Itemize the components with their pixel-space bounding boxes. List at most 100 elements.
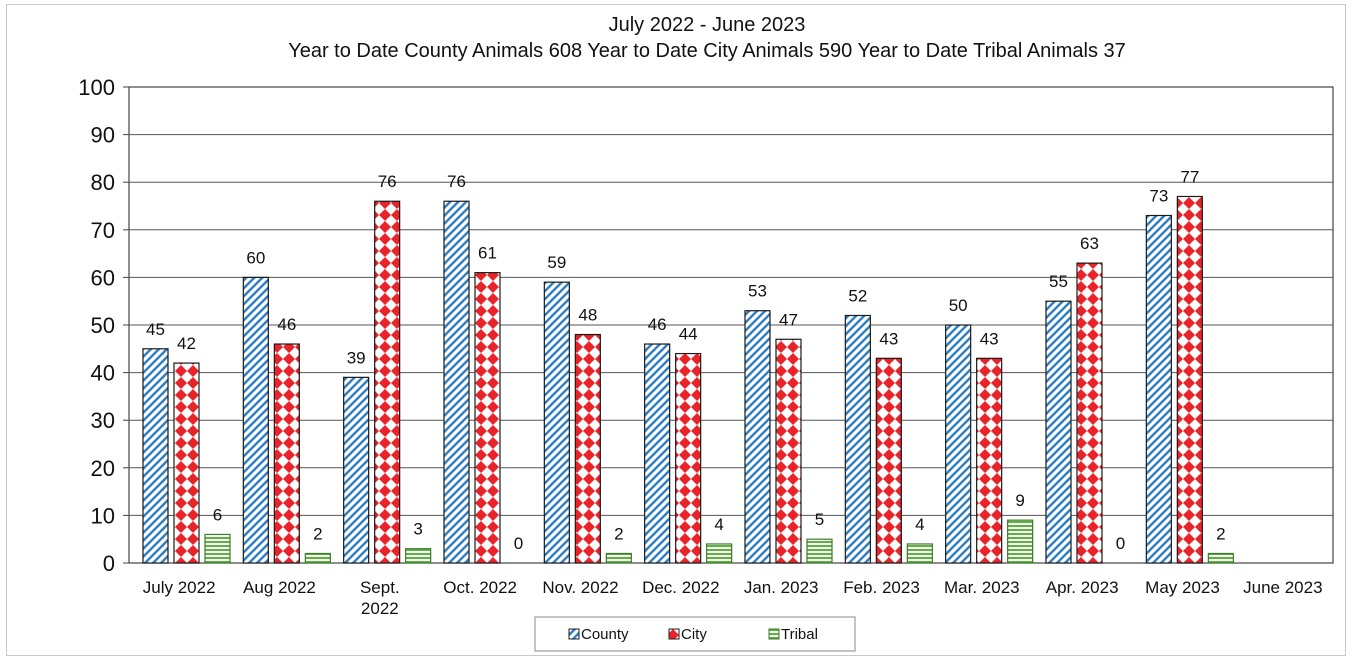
data-label-tribal: 0 <box>514 534 523 553</box>
bar-county <box>543 281 570 564</box>
data-label-tribal: 3 <box>413 520 422 539</box>
data-label-tribal: 2 <box>1216 524 1225 543</box>
data-label-tribal: 9 <box>1015 491 1024 510</box>
y-tick-label: 40 <box>91 361 115 386</box>
bar-city <box>675 352 702 564</box>
bar-tribal <box>1207 552 1234 564</box>
y-tick-label: 20 <box>91 456 115 481</box>
y-tick-label: 0 <box>103 551 115 576</box>
data-label-city: 77 <box>1180 167 1199 186</box>
bar-city <box>374 200 401 564</box>
chart-title-line: Year to Date County Animals 608 Year to … <box>288 40 1126 62</box>
x-tick-label: July 2022 <box>143 578 216 597</box>
bar-city <box>474 272 501 564</box>
legend-swatch-county <box>568 628 580 640</box>
legend-swatch-tribal <box>768 628 780 640</box>
bar-city <box>1176 195 1203 564</box>
x-tick-label: June 2023 <box>1243 578 1322 597</box>
y-tick-label: 70 <box>91 218 115 243</box>
bar-city <box>273 343 300 564</box>
data-label-tribal: 2 <box>614 524 623 543</box>
y-tick-label: 50 <box>91 313 115 338</box>
data-label-county: 59 <box>547 253 566 272</box>
bar-county <box>744 310 771 564</box>
data-label-county: 76 <box>447 172 466 191</box>
chart-frame: July 2022 - June 2023 Year to Date County… <box>6 4 1346 656</box>
bar-county <box>844 314 871 564</box>
bar-tribal <box>204 533 231 564</box>
data-label-tribal: 6 <box>213 505 222 524</box>
data-label-city: 63 <box>1080 234 1099 253</box>
data-label-city: 47 <box>779 310 798 329</box>
gridlines <box>128 86 1334 564</box>
data-label-county: 45 <box>146 320 165 339</box>
legend: County City Tribal <box>534 616 856 652</box>
data-label-tribal: 4 <box>915 515 924 534</box>
bar-tribal <box>906 543 933 564</box>
data-label-city: 42 <box>177 334 196 353</box>
y-tick-label: 30 <box>91 408 115 433</box>
bar-city <box>1076 262 1103 564</box>
data-label-city: 61 <box>478 244 497 263</box>
legend-box <box>534 616 856 652</box>
x-tick-label: Oct. 2022 <box>443 578 517 597</box>
bars <box>142 195 1234 564</box>
data-labels: 4542660462397637661059482464445347552434… <box>146 167 1226 553</box>
bar-county <box>644 343 671 564</box>
bar-chart: July 2022 - June 2023 Year to Date County… <box>78 14 1334 652</box>
x-tick-label: May 2023 <box>1145 578 1220 597</box>
data-label-city: 76 <box>378 172 397 191</box>
y-tick-label: 80 <box>91 170 115 195</box>
bar-tribal <box>405 548 432 564</box>
chart-title: July 2022 - June 2023 Year to Date County… <box>288 14 1126 62</box>
data-label-tribal: 5 <box>815 510 824 529</box>
legend-label-city: City <box>681 626 707 643</box>
y-tick-label: 10 <box>91 503 115 528</box>
y-tick-label: 90 <box>91 123 115 148</box>
x-tick-label: Jan. 2023 <box>744 578 819 597</box>
bar-tribal <box>706 543 733 564</box>
x-tick-label: Mar. 2023 <box>944 578 1020 597</box>
y-tick-label: 60 <box>91 265 115 290</box>
bar-tribal <box>304 552 331 564</box>
bar-county <box>945 324 972 564</box>
x-tick-label: Dec. 2022 <box>642 578 720 597</box>
bar-county <box>443 200 470 564</box>
legend-swatch-city <box>668 628 680 640</box>
data-label-county: 39 <box>347 348 366 367</box>
legend-label-tribal: Tribal <box>781 626 818 643</box>
x-tick-label: Nov. 2022 <box>542 578 618 597</box>
chart-title-line: July 2022 - June 2023 <box>609 14 806 36</box>
x-tick-label: 2022 <box>361 599 399 618</box>
bar-county <box>1145 214 1172 564</box>
x-tick-label: Feb. 2023 <box>843 578 920 597</box>
x-tick-label: Aug 2022 <box>243 578 316 597</box>
bar-county <box>142 348 169 564</box>
bar-city <box>574 333 601 564</box>
bar-city <box>976 357 1003 564</box>
x-axis-ticks: July 2022 Aug 2022 Sept. 2022 Oct. 2022 Nov. … <box>143 578 1323 618</box>
data-label-city: 43 <box>980 329 999 348</box>
bar-city <box>875 357 902 564</box>
legend-label-county: County <box>581 626 629 643</box>
data-label-tribal: 4 <box>714 515 723 534</box>
data-label-county: 50 <box>949 296 968 315</box>
data-label-city: 44 <box>679 325 698 344</box>
data-label-county: 52 <box>848 286 867 305</box>
bar-city <box>775 338 802 564</box>
data-label-county: 60 <box>246 248 265 267</box>
bar-county <box>242 276 269 564</box>
data-label-tribal: 0 <box>1116 534 1125 553</box>
x-tick-label: Sept. <box>360 578 400 597</box>
data-label-county: 55 <box>1049 272 1068 291</box>
bar-county <box>343 376 370 564</box>
bar-tribal <box>605 552 632 564</box>
bar-tribal <box>806 538 833 564</box>
data-label-city: 46 <box>277 315 296 334</box>
data-label-county: 73 <box>1149 187 1168 206</box>
data-label-county: 46 <box>648 315 667 334</box>
data-label-county: 53 <box>748 282 767 301</box>
y-axis-ticks: 0 10 20 30 40 50 60 70 80 90 100 <box>78 75 129 576</box>
bar-tribal <box>1007 519 1034 564</box>
data-label-city: 43 <box>879 329 898 348</box>
